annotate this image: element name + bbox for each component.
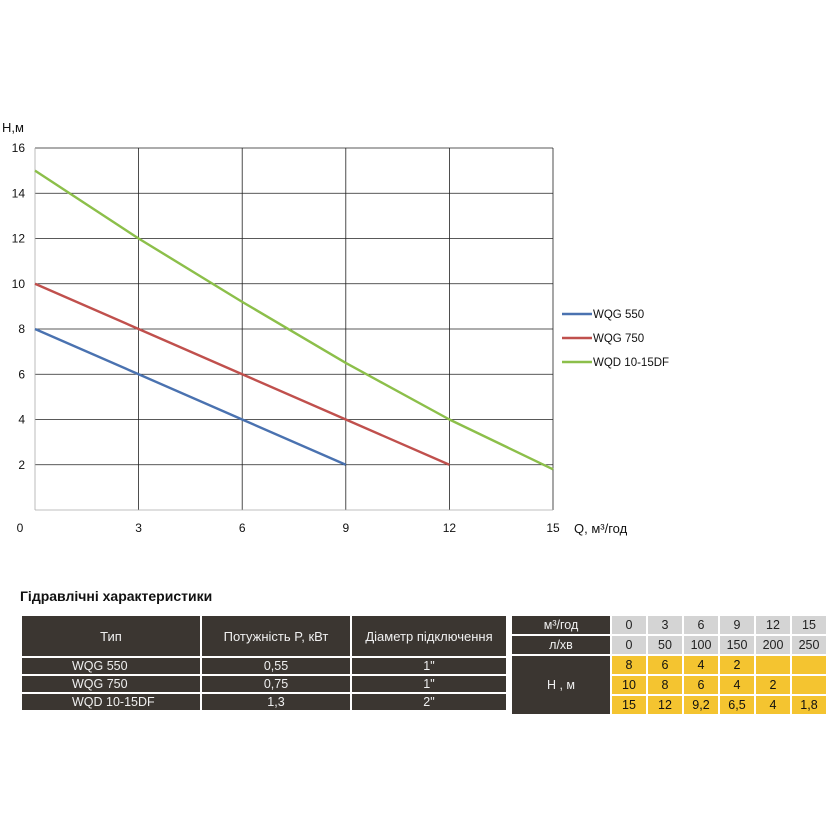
header-power: Потужність P, кВт: [202, 616, 350, 656]
head-cell: 9,2: [684, 696, 718, 714]
head-cell: 15: [612, 696, 646, 714]
x-tick-label: 9: [342, 521, 349, 535]
row-power: 1,3: [202, 694, 350, 710]
head-cell: 6: [684, 676, 718, 694]
head-cell: 4: [756, 696, 790, 714]
head-cell: 8: [612, 656, 646, 674]
row-type: WQG 550: [22, 658, 200, 674]
head-cell: [756, 656, 790, 674]
row-type: WQD 10-15DF: [22, 694, 200, 710]
flow-m3-cell: 9: [720, 616, 754, 634]
y-tick-label: 16: [12, 141, 26, 155]
x-tick-label: 0: [17, 521, 24, 535]
spec-table: Тип Потужність P, кВт Діаметр підключенн…: [20, 614, 508, 712]
head-cell: 12: [648, 696, 682, 714]
y-tick-label: 12: [12, 232, 26, 246]
head-cell: 6,5: [720, 696, 754, 714]
flow-m3-cell: 3: [648, 616, 682, 634]
x-tick-label: 6: [239, 521, 246, 535]
x-tick-label: 12: [443, 521, 457, 535]
head-label: Н , м: [512, 656, 610, 714]
head-cell: 6: [648, 656, 682, 674]
flow-lmin-cell: 100: [684, 636, 718, 654]
head-cell: 2: [720, 656, 754, 674]
flow-m3-label: м³/год: [512, 616, 610, 634]
flow-lmin-cell: 0: [612, 636, 646, 654]
x-tick-label: 15: [546, 521, 560, 535]
head-cell: 8: [648, 676, 682, 694]
head-cell: 4: [720, 676, 754, 694]
series-line: [34, 169, 554, 471]
row-type: WQG 750: [22, 676, 200, 692]
y-tick-label: 14: [12, 186, 26, 200]
row-power: 0,55: [202, 658, 350, 674]
y-tick-label: 4: [18, 413, 25, 427]
flow-lmin-cell: 250: [792, 636, 826, 654]
flow-m3-cell: 0: [612, 616, 646, 634]
head-cell: 4: [684, 656, 718, 674]
row-power: 0,75: [202, 676, 350, 692]
header-diameter: Діаметр підключення: [352, 616, 506, 656]
flow-lmin-label: л/хв: [512, 636, 610, 654]
head-cell: [792, 656, 826, 674]
y-tick-label: 10: [12, 277, 26, 291]
head-cell: 10: [612, 676, 646, 694]
x-tick-label: 3: [135, 521, 142, 535]
head-cell: [792, 676, 826, 694]
chart: 2 4 6 8 10 12 14 16 0 3 6 9 12 15 H,м Q, м³/год WQG 550 W…: [2, 120, 669, 536]
y-tick-label: 2: [18, 458, 25, 472]
flow-lmin-cell: 150: [720, 636, 754, 654]
header-type: Тип: [22, 616, 200, 656]
head-cell: 2: [756, 676, 790, 694]
y-axis-label: H,м: [2, 120, 24, 135]
values-table: м³/год 0 3 6 9 12 15 л/хв 0 50 100 150 2…: [510, 614, 828, 716]
flow-lmin-cell: 200: [756, 636, 790, 654]
series-line: [34, 282, 450, 466]
table-title: Гідравлічні характеристики: [20, 588, 213, 604]
row-diameter: 2": [352, 694, 506, 710]
flow-m3-cell: 15: [792, 616, 826, 634]
flow-m3-cell: 6: [684, 616, 718, 634]
flow-lmin-cell: 50: [648, 636, 682, 654]
legend-label: WQD 10-15DF: [593, 357, 669, 369]
flow-m3-cell: 12: [756, 616, 790, 634]
series-line: [34, 327, 347, 466]
x-axis-label: Q, м³/год: [574, 521, 628, 536]
row-diameter: 1": [352, 658, 506, 674]
legend-label: WQG 550: [593, 309, 644, 321]
y-tick-label: 6: [18, 367, 25, 381]
y-tick-label: 8: [18, 322, 25, 336]
head-cell: 1,8: [792, 696, 826, 714]
row-diameter: 1": [352, 676, 506, 692]
legend-label: WQG 750: [593, 333, 644, 345]
